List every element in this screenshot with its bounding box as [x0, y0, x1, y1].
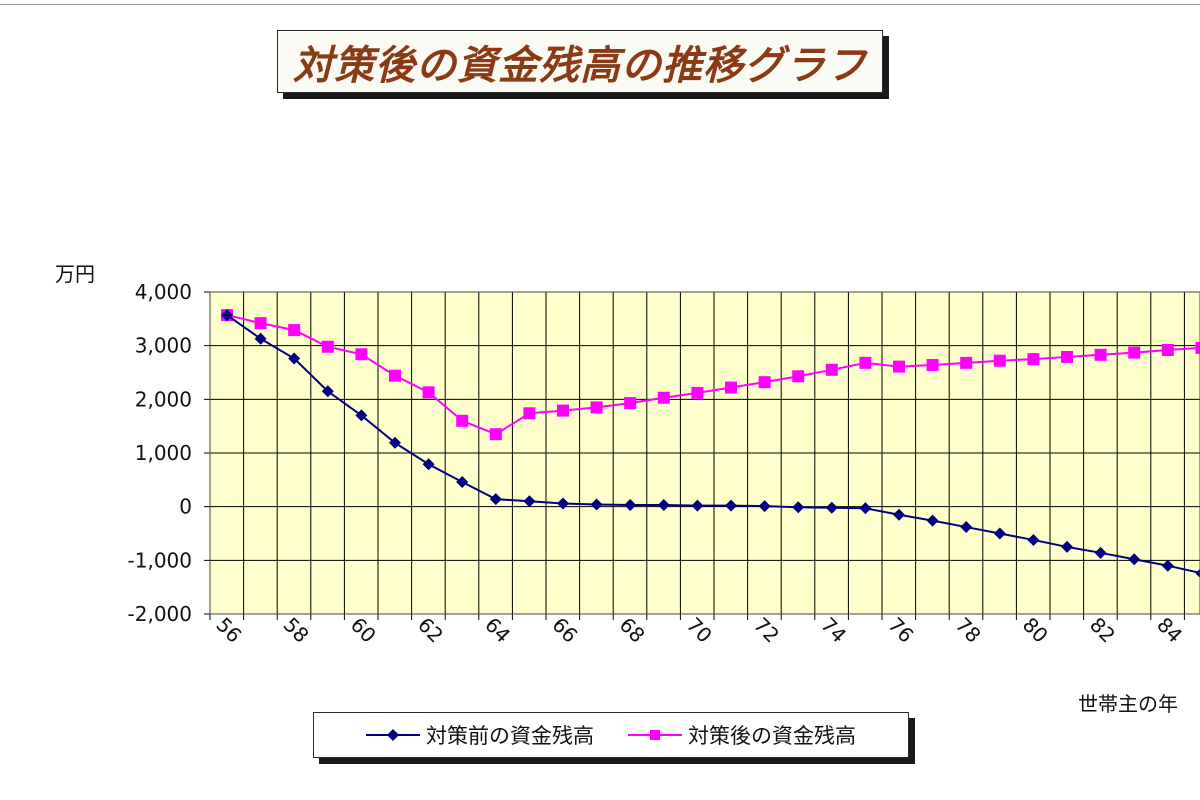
- data-point-before: [825, 501, 838, 514]
- data-point-before: [1128, 553, 1141, 566]
- data-point-before: [691, 499, 704, 512]
- data-point-before: [389, 436, 401, 449]
- x-tick-label: 56: [211, 613, 246, 648]
- data-point-after: [859, 356, 872, 369]
- data-point-before: [725, 499, 737, 512]
- data-point-after: [1094, 348, 1107, 361]
- x-tick-label: 64: [480, 613, 515, 648]
- data-point-after: [1161, 343, 1174, 356]
- chart-legend[interactable]: 対策前の資金残高 対策後の資金残高: [313, 712, 909, 758]
- y-tick-label: 3,000: [135, 334, 192, 358]
- data-point-after: [657, 391, 670, 404]
- data-point-before: [254, 332, 267, 345]
- x-tick-label: 84: [1152, 613, 1187, 648]
- data-point-before: [758, 500, 771, 513]
- data-point-before: [422, 458, 435, 471]
- data-point-before: [893, 508, 905, 521]
- data-point-before: [1161, 559, 1174, 572]
- plot-border: [209, 291, 1200, 615]
- x-axis-label: 世帯主の年: [1078, 692, 1178, 716]
- data-point-after: [1195, 341, 1200, 354]
- data-point-after: [590, 401, 603, 414]
- data-point-after: [893, 360, 905, 373]
- data-point-before: [926, 514, 939, 527]
- data-point-after: [355, 348, 368, 361]
- data-point-before: [221, 309, 233, 322]
- data-point-before: [657, 499, 670, 512]
- legend-square-marker-icon: [628, 730, 682, 740]
- x-tick-label: 58: [279, 613, 314, 648]
- y-tick-label: 2,000: [135, 387, 192, 411]
- x-tick-label: 66: [547, 613, 582, 648]
- data-point-after: [489, 428, 502, 441]
- data-point-before: [523, 495, 536, 508]
- data-point-after: [523, 407, 536, 420]
- y-tick-label: -1,000: [128, 548, 192, 572]
- legend-item-after: 対策後の資金残高: [628, 720, 856, 750]
- y-tick-label: -2,000: [128, 602, 192, 626]
- x-tick-label: 74: [816, 613, 851, 648]
- data-point-after: [1061, 350, 1073, 363]
- data-point-after: [691, 386, 704, 399]
- data-point-before: [792, 501, 805, 514]
- data-point-after: [1027, 353, 1040, 366]
- x-tick-label: 78: [951, 613, 986, 648]
- data-point-before: [1027, 533, 1040, 546]
- data-point-before: [624, 499, 637, 512]
- y-tick-label: 4,000: [135, 280, 192, 304]
- data-point-before: [590, 498, 603, 511]
- x-tick-label: 62: [413, 613, 448, 648]
- y-tick-label: 0: [179, 495, 192, 519]
- x-tick-label: 76: [883, 613, 918, 648]
- chart-title: 対策後の資金残高の推移グラフ: [293, 41, 867, 89]
- y-axis-unit-label: 万円: [55, 262, 95, 286]
- chart-title-box[interactable]: 対策後の資金残高の推移グラフ: [277, 30, 883, 93]
- data-point-after: [926, 358, 939, 371]
- data-point-before: [859, 502, 872, 515]
- data-point-after: [456, 414, 469, 427]
- data-point-after: [624, 397, 637, 410]
- data-point-before: [355, 409, 368, 422]
- legend-diamond-marker-icon: [366, 729, 420, 741]
- data-point-before: [489, 493, 502, 506]
- data-point-after: [758, 376, 771, 389]
- data-point-after: [321, 340, 334, 353]
- data-point-after: [725, 381, 737, 394]
- data-point-before: [1195, 568, 1200, 578]
- legend-item-before: 対策前の資金残高: [366, 720, 594, 750]
- data-point-after: [960, 356, 973, 369]
- data-point-after: [288, 324, 301, 337]
- data-point-after: [557, 404, 569, 417]
- spreadsheet-header-edge: [0, 0, 1200, 5]
- data-point-after: [825, 363, 838, 376]
- data-point-after: [792, 370, 805, 383]
- data-point-after: [422, 386, 435, 399]
- legend-label-before: 対策前の資金残高: [426, 724, 594, 748]
- data-point-before: [321, 385, 334, 398]
- series-line-before: [226, 314, 1200, 574]
- legend-label-after: 対策後の資金残高: [688, 724, 856, 748]
- data-point-after: [254, 317, 267, 330]
- data-point-before: [1061, 540, 1073, 553]
- x-tick-label: 82: [1085, 613, 1120, 648]
- data-point-before: [456, 475, 469, 488]
- data-point-before: [960, 521, 973, 534]
- data-point-after: [1128, 346, 1141, 359]
- x-tick-label: 72: [749, 613, 784, 648]
- data-point-after: [389, 369, 401, 382]
- data-point-before: [993, 527, 1006, 540]
- data-point-after: [993, 354, 1006, 367]
- data-point-before: [288, 352, 301, 365]
- x-tick-label: 80: [1018, 613, 1053, 648]
- y-tick-label: 1,000: [135, 441, 192, 465]
- data-point-before: [557, 497, 569, 510]
- data-point-before: [1094, 546, 1107, 559]
- x-tick-label: 70: [682, 613, 717, 648]
- x-tick-label: 68: [615, 613, 650, 648]
- x-tick-label: 60: [346, 613, 381, 648]
